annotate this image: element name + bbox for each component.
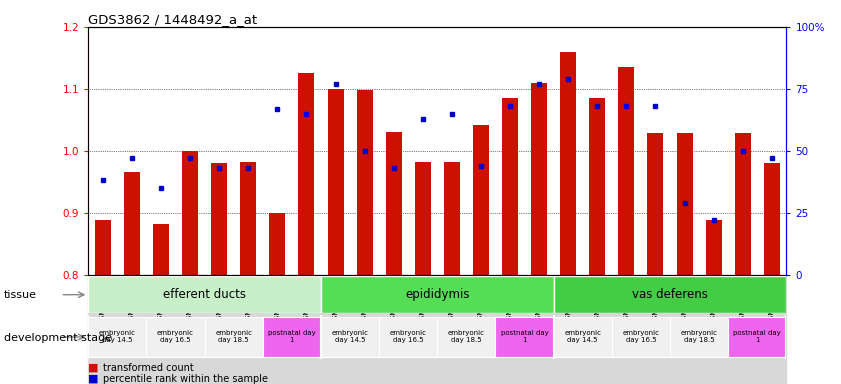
Bar	[182, 151, 198, 275]
Bar	[269, 213, 285, 275]
Bar	[211, 163, 227, 275]
Bar	[415, 162, 431, 275]
Bar	[386, 132, 402, 275]
Text: tissue: tissue	[4, 290, 37, 300]
Text: embryonic
day 18.5: embryonic day 18.5	[448, 329, 485, 343]
Text: embryonic
day 18.5: embryonic day 18.5	[215, 329, 252, 343]
Bar	[241, 162, 257, 275]
Bar	[124, 172, 140, 275]
Text: embryonic
day 14.5: embryonic day 14.5	[99, 329, 136, 343]
Bar	[153, 224, 169, 275]
Bar	[532, 83, 547, 275]
Bar	[95, 220, 111, 275]
Text: embryonic
day 16.5: embryonic day 16.5	[157, 329, 194, 343]
Bar	[88, 317, 146, 357]
Bar	[204, 317, 262, 357]
Bar	[473, 125, 489, 275]
Text: embryonic
day 18.5: embryonic day 18.5	[680, 329, 717, 343]
Bar	[327, 89, 343, 275]
Text: ■: ■	[88, 363, 98, 373]
Text: embryonic
day 14.5: embryonic day 14.5	[564, 329, 601, 343]
Text: postnatal day
1: postnatal day 1	[500, 329, 548, 343]
Bar	[735, 133, 751, 275]
Text: postnatal day
1: postnatal day 1	[268, 329, 315, 343]
Bar	[618, 67, 634, 275]
Text: GDS3862 / 1448492_a_at: GDS3862 / 1448492_a_at	[88, 13, 257, 26]
Bar	[495, 317, 553, 357]
Bar	[764, 163, 780, 275]
Bar	[321, 317, 379, 357]
Text: ■: ■	[88, 374, 98, 384]
Text: transformed count: transformed count	[103, 363, 194, 373]
Bar	[553, 317, 612, 357]
Bar	[502, 98, 518, 275]
Text: development stage: development stage	[4, 333, 113, 343]
Text: epididymis: epididymis	[405, 288, 469, 301]
Text: embryonic
day 14.5: embryonic day 14.5	[331, 329, 368, 343]
Bar	[262, 317, 321, 357]
Bar	[437, 317, 495, 357]
Text: embryonic
day 16.5: embryonic day 16.5	[389, 329, 426, 343]
Text: percentile rank within the sample: percentile rank within the sample	[103, 374, 268, 384]
Bar	[357, 90, 373, 275]
Bar	[379, 317, 437, 357]
Bar	[706, 220, 722, 275]
Bar	[611, 317, 670, 357]
Bar	[88, 276, 321, 313]
Bar	[728, 317, 786, 357]
Bar	[590, 98, 606, 275]
Bar	[146, 317, 204, 357]
Bar	[648, 133, 664, 275]
Bar	[321, 276, 553, 313]
Text: embryonic
day 16.5: embryonic day 16.5	[622, 329, 659, 343]
Text: vas deferens: vas deferens	[632, 288, 708, 301]
Bar	[553, 276, 786, 313]
Bar	[676, 133, 692, 275]
Bar	[444, 162, 460, 275]
Bar	[299, 73, 315, 275]
Bar	[670, 317, 728, 357]
Bar	[560, 52, 576, 275]
Text: efferent ducts: efferent ducts	[163, 288, 246, 301]
Text: postnatal day
1: postnatal day 1	[733, 329, 781, 343]
